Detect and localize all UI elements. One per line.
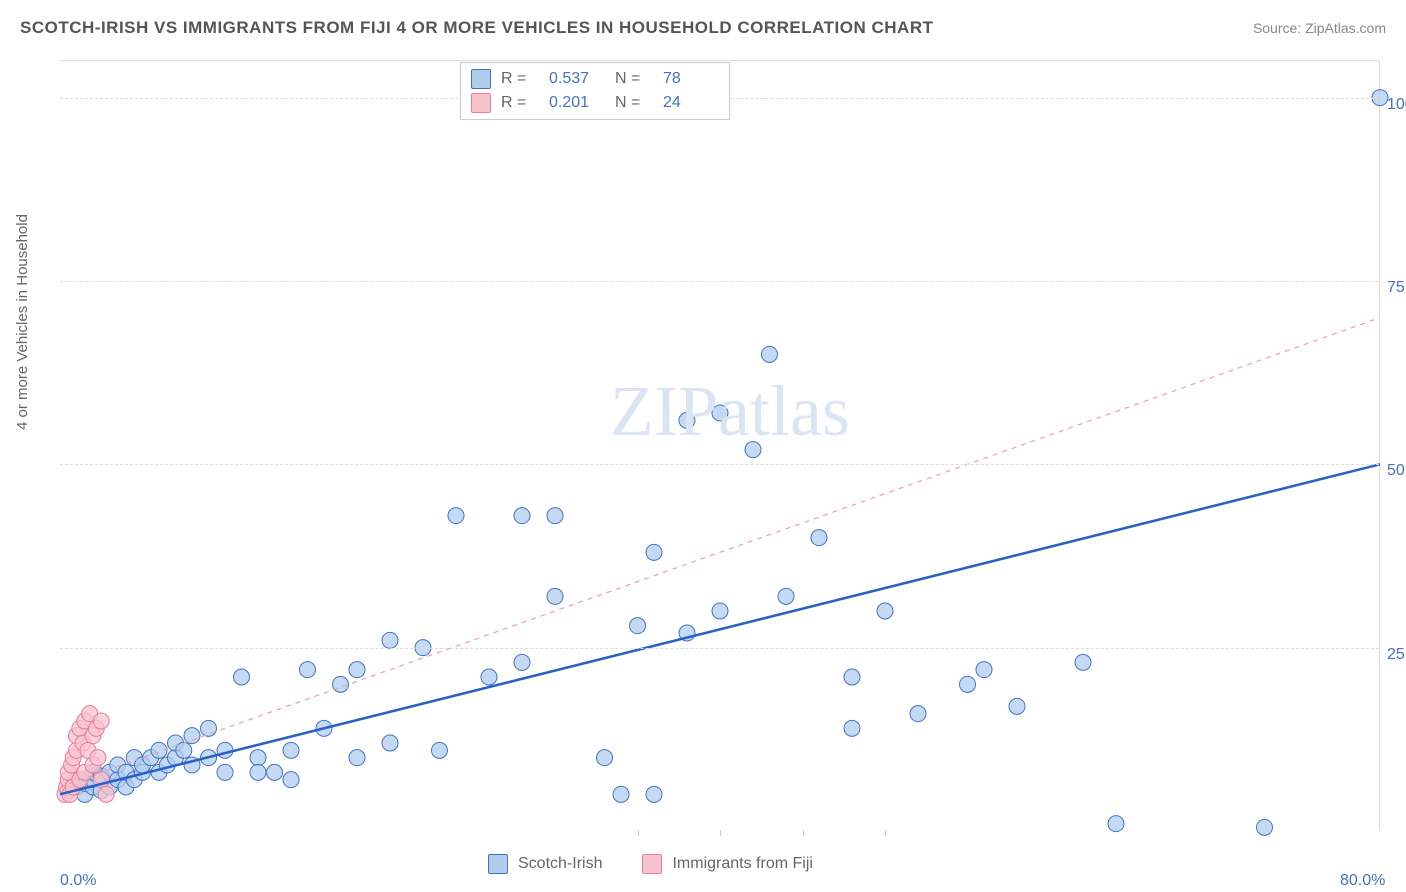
data-point — [250, 764, 266, 780]
data-point — [283, 742, 299, 758]
series-name-2: Immigrants from Fiji — [672, 855, 812, 873]
r-value-1: 0.537 — [549, 70, 605, 88]
data-point — [217, 764, 233, 780]
data-point — [1009, 698, 1025, 714]
data-point — [910, 706, 926, 722]
y-tick-label: 25.0% — [1387, 646, 1406, 664]
data-point — [382, 735, 398, 751]
n-label: N = — [615, 70, 653, 88]
n-value-2: 24 — [663, 94, 719, 112]
data-point — [283, 772, 299, 788]
data-point — [201, 720, 217, 736]
data-point — [778, 588, 794, 604]
data-point — [1108, 816, 1124, 832]
gridline — [60, 464, 1379, 465]
data-point — [547, 508, 563, 524]
y-tick-label: 50.0% — [1387, 462, 1406, 480]
data-point — [762, 346, 778, 362]
x-axis-label: 0.0% — [60, 872, 96, 890]
data-point — [90, 750, 106, 766]
data-point — [267, 764, 283, 780]
data-point — [976, 662, 992, 678]
r-label: R = — [501, 70, 539, 88]
data-point — [745, 442, 761, 458]
chart-header: SCOTCH-IRISH VS IMMIGRANTS FROM FIJI 4 O… — [20, 18, 1386, 38]
data-point — [382, 632, 398, 648]
legend-swatch-pink — [471, 93, 491, 113]
x-tick — [638, 830, 639, 836]
y-axis-label: 4 or more Vehicles in Household — [14, 214, 31, 430]
x-tick — [885, 830, 886, 836]
y-tick-label: 75.0% — [1387, 279, 1406, 297]
data-point — [712, 603, 728, 619]
gridline — [60, 648, 1379, 649]
data-point — [514, 508, 530, 524]
x-tick — [720, 830, 721, 836]
data-point — [349, 750, 365, 766]
x-tick — [803, 830, 804, 836]
legend-swatch-pink — [642, 854, 662, 874]
data-point — [960, 676, 976, 692]
series-legend: Scotch-Irish Immigrants from Fiji — [488, 854, 813, 874]
data-point — [250, 750, 266, 766]
data-point — [597, 750, 613, 766]
trend-line — [60, 464, 1380, 794]
data-point — [432, 742, 448, 758]
series-name-1: Scotch-Irish — [518, 855, 602, 873]
x-axis-label: 80.0% — [1340, 872, 1385, 890]
data-point — [646, 786, 662, 802]
data-point — [333, 676, 349, 692]
legend-swatch-blue — [471, 69, 491, 89]
data-point — [93, 713, 109, 729]
data-point — [300, 662, 316, 678]
n-value-1: 78 — [663, 70, 719, 88]
data-point — [712, 405, 728, 421]
data-point — [547, 588, 563, 604]
legend-swatch-blue — [488, 854, 508, 874]
data-point — [844, 720, 860, 736]
data-point — [514, 654, 530, 670]
data-point — [613, 786, 629, 802]
legend-row-2: R = 0.201 N = 24 — [471, 91, 719, 115]
chart-source: Source: ZipAtlas.com — [1253, 20, 1386, 36]
data-point — [877, 603, 893, 619]
gridline — [60, 281, 1379, 282]
y-tick-label: 100.0% — [1387, 96, 1406, 114]
correlation-legend: R = 0.537 N = 78 R = 0.201 N = 24 — [460, 62, 730, 120]
data-point — [679, 412, 695, 428]
r-label: R = — [501, 94, 539, 112]
data-point — [349, 662, 365, 678]
data-point — [448, 508, 464, 524]
data-point — [646, 544, 662, 560]
data-point — [630, 618, 646, 634]
trend-line — [60, 318, 1380, 787]
scatter-plot-svg — [60, 61, 1380, 831]
data-point — [811, 530, 827, 546]
n-label: N = — [615, 94, 653, 112]
data-point — [234, 669, 250, 685]
data-point — [217, 742, 233, 758]
data-point — [1257, 819, 1273, 835]
data-point — [176, 742, 192, 758]
data-point — [844, 669, 860, 685]
chart-title: SCOTCH-IRISH VS IMMIGRANTS FROM FIJI 4 O… — [20, 18, 934, 38]
legend-row-1: R = 0.537 N = 78 — [471, 67, 719, 91]
chart-plot-area: 25.0%50.0%75.0%100.0% — [60, 60, 1380, 830]
r-value-2: 0.201 — [549, 94, 605, 112]
data-point — [1075, 654, 1091, 670]
data-point — [98, 786, 114, 802]
data-point — [184, 728, 200, 744]
data-point — [481, 669, 497, 685]
